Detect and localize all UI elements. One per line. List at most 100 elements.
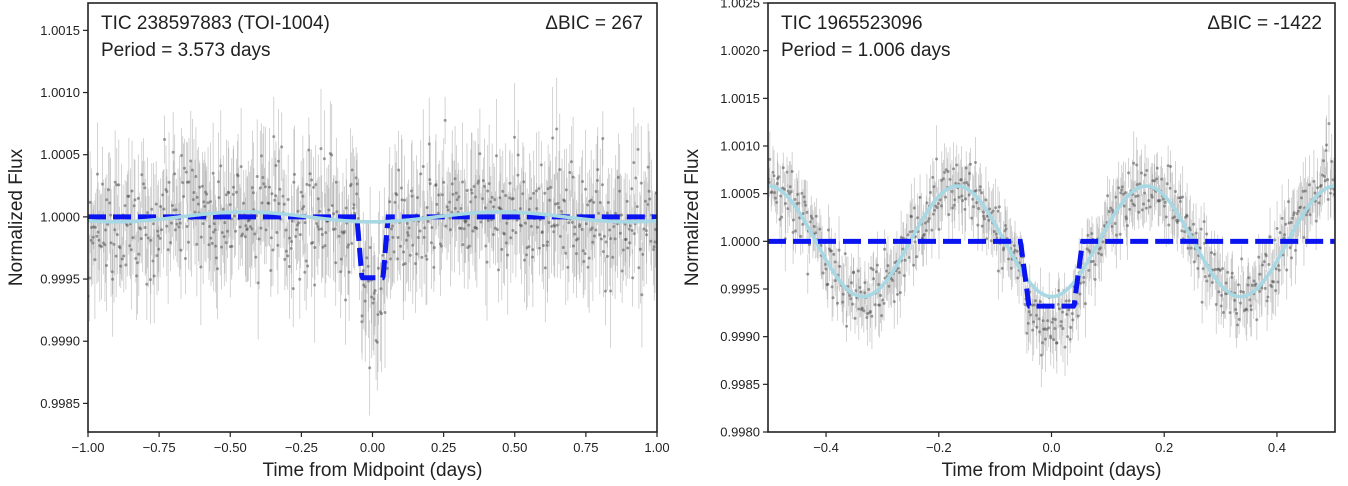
data-point xyxy=(1135,183,1139,187)
data-point xyxy=(170,203,174,207)
data-point xyxy=(299,190,303,194)
data-point xyxy=(457,195,461,199)
data-point xyxy=(1000,266,1004,270)
x-tick-label: 0.2 xyxy=(1155,440,1173,455)
period-annotation: Period = 3.573 days xyxy=(101,40,271,61)
data-point xyxy=(878,303,882,307)
data-point xyxy=(551,136,555,140)
data-point xyxy=(224,241,228,245)
data-point xyxy=(996,209,1000,213)
data-point xyxy=(1097,251,1101,255)
data-point xyxy=(1002,246,1006,250)
x-tick-label: −0.4 xyxy=(813,440,839,455)
data-point xyxy=(178,221,182,225)
data-point xyxy=(233,214,237,218)
data-point xyxy=(1221,267,1225,271)
data-point xyxy=(1061,326,1065,330)
data-point xyxy=(924,221,928,225)
data-point xyxy=(446,208,450,212)
data-point xyxy=(1302,236,1306,240)
data-point xyxy=(645,233,649,237)
data-point xyxy=(1245,308,1249,312)
data-point xyxy=(353,211,357,215)
data-point xyxy=(391,224,395,228)
data-point xyxy=(133,198,137,202)
data-point xyxy=(264,228,268,232)
data-point xyxy=(937,227,941,231)
data-point xyxy=(1278,231,1282,235)
data-point xyxy=(548,198,552,202)
data-point xyxy=(149,238,153,242)
data-point xyxy=(1061,310,1065,314)
data-point xyxy=(290,219,294,223)
data-point xyxy=(110,270,114,274)
data-point xyxy=(831,296,835,300)
data-point xyxy=(296,209,300,213)
data-point xyxy=(554,202,558,206)
data-point xyxy=(1199,227,1203,231)
data-point xyxy=(292,180,296,184)
data-point xyxy=(498,196,502,200)
data-point xyxy=(1155,166,1159,170)
data-point xyxy=(291,287,295,291)
data-point xyxy=(1323,179,1327,183)
data-point xyxy=(414,262,418,266)
data-point xyxy=(1033,299,1037,303)
data-point xyxy=(165,189,169,193)
data-point xyxy=(1118,232,1122,236)
data-point xyxy=(948,177,952,181)
data-point xyxy=(301,194,305,198)
data-point xyxy=(589,198,593,202)
data-point xyxy=(1120,188,1124,192)
data-point xyxy=(113,180,117,184)
data-point xyxy=(606,201,610,205)
data-point xyxy=(1324,148,1328,152)
data-point xyxy=(883,247,887,251)
data-point xyxy=(244,224,248,228)
data-point xyxy=(529,196,533,200)
data-point xyxy=(471,229,475,233)
data-point xyxy=(1041,341,1045,345)
data-point xyxy=(793,198,797,202)
data-point xyxy=(808,220,812,224)
data-point xyxy=(396,236,400,240)
data-point xyxy=(472,184,476,188)
data-point xyxy=(1230,271,1234,275)
data-point xyxy=(226,229,230,233)
data-point xyxy=(209,200,213,204)
data-point xyxy=(852,270,856,274)
data-point xyxy=(356,217,360,221)
data-point xyxy=(1312,179,1316,183)
data-point xyxy=(261,176,265,180)
data-point xyxy=(1267,263,1271,267)
data-point xyxy=(89,238,93,242)
data-point xyxy=(425,257,429,261)
data-point xyxy=(315,222,319,226)
data-point xyxy=(156,229,160,233)
data-point xyxy=(1235,311,1239,315)
data-point xyxy=(286,254,290,258)
data-point xyxy=(895,292,899,296)
data-point xyxy=(1198,246,1202,250)
data-point xyxy=(1053,327,1057,331)
y-tick-label: 1.0015 xyxy=(720,91,760,106)
data-point xyxy=(638,247,642,251)
data-point xyxy=(461,180,465,184)
data-point xyxy=(1240,257,1244,261)
data-point xyxy=(337,234,341,238)
data-point xyxy=(199,265,203,269)
data-point xyxy=(388,200,392,204)
data-point xyxy=(419,172,423,176)
data-point xyxy=(222,235,226,239)
data-point xyxy=(310,178,314,182)
data-point xyxy=(950,189,954,193)
data-point xyxy=(354,176,358,180)
data-point xyxy=(915,255,919,259)
data-point xyxy=(826,282,830,286)
data-point xyxy=(135,261,139,265)
data-point xyxy=(380,312,384,316)
data-point xyxy=(465,189,469,193)
data-point xyxy=(114,254,118,258)
data-point xyxy=(564,188,568,192)
data-point xyxy=(459,207,463,211)
